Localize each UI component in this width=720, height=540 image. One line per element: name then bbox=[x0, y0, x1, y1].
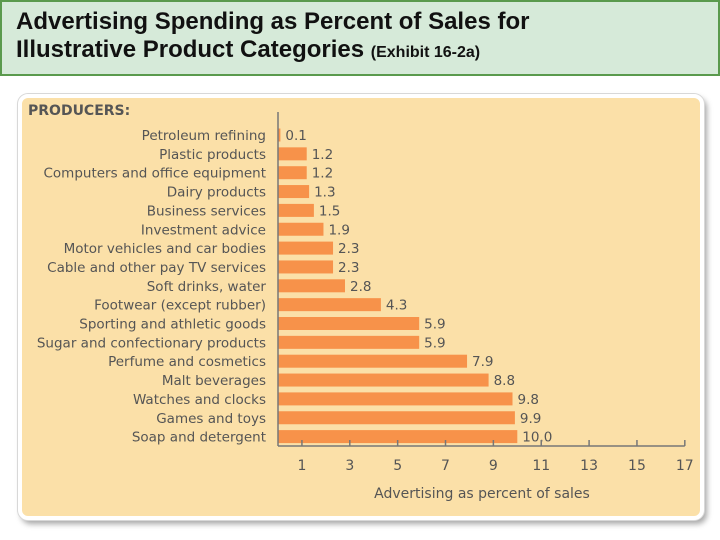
value-label: 4.3 bbox=[386, 298, 407, 314]
category-label: Plastic products bbox=[159, 147, 266, 163]
value-label: 1.5 bbox=[319, 203, 340, 219]
category-label: Investment advice bbox=[141, 222, 266, 238]
category-label: Petroleum refining bbox=[142, 128, 266, 144]
category-label: Soft drinks, water bbox=[147, 279, 267, 295]
exhibit-label: (Exhibit 16-2a) bbox=[370, 44, 481, 61]
value-label: 1.9 bbox=[328, 222, 349, 238]
title-line-2: Illustrative Product Categories bbox=[16, 36, 365, 63]
category-label: Sporting and athletic goods bbox=[79, 317, 266, 333]
bar bbox=[278, 166, 307, 180]
bar bbox=[278, 279, 346, 293]
section-label: PRODUCERS: bbox=[28, 103, 130, 119]
advertising-bar-chart: PRODUCERS: Petroleum refining 0.1 Plastic p… bbox=[28, 103, 694, 502]
category-label: Motor vehicles and car bodies bbox=[64, 241, 266, 257]
category-label: Perfume and cosmetics bbox=[108, 354, 266, 370]
category-label: Games and toys bbox=[156, 411, 266, 427]
value-label: 8.8 bbox=[494, 373, 515, 389]
category-label: Dairy products bbox=[167, 185, 266, 201]
bar bbox=[278, 335, 420, 349]
value-label: 5.9 bbox=[424, 317, 445, 333]
bar bbox=[278, 298, 381, 312]
bar bbox=[278, 222, 324, 236]
x-tick-label: 15 bbox=[628, 458, 646, 474]
x-tick-label: 7 bbox=[441, 458, 450, 474]
category-label: Footwear (except rubber) bbox=[94, 298, 266, 314]
value-label: 7.9 bbox=[472, 354, 493, 370]
bar bbox=[278, 354, 468, 368]
bar bbox=[278, 411, 515, 425]
value-label: 2.8 bbox=[350, 279, 371, 295]
value-label: 0.1 bbox=[285, 128, 306, 144]
x-tick-label: 1 bbox=[297, 458, 306, 474]
value-label: 5.9 bbox=[424, 335, 445, 351]
x-tick-label: 11 bbox=[532, 458, 550, 474]
bar bbox=[278, 373, 489, 387]
category-label: Computers and office equipment bbox=[43, 166, 266, 182]
category-label: Watches and clocks bbox=[133, 392, 266, 408]
value-label: 1.3 bbox=[314, 185, 335, 201]
x-tick-label: 13 bbox=[580, 458, 598, 474]
bar bbox=[278, 203, 314, 217]
value-label: 2.3 bbox=[338, 241, 359, 257]
value-label: 9.9 bbox=[520, 411, 541, 427]
slide-title: Advertising Spending as Percent of Sales… bbox=[16, 8, 529, 67]
bar bbox=[278, 147, 307, 161]
x-axis-title: Advertising as percent of sales bbox=[374, 486, 590, 502]
value-label: 9.8 bbox=[518, 392, 539, 408]
category-label: Malt beverages bbox=[162, 373, 266, 389]
bar bbox=[278, 392, 513, 406]
bar bbox=[278, 241, 334, 255]
chart-card: PRODUCERS: Petroleum refining 0.1 Plastic p… bbox=[18, 94, 704, 520]
bar bbox=[278, 430, 518, 444]
category-label: Sugar and confectionary products bbox=[37, 335, 266, 351]
value-label: 2.3 bbox=[338, 260, 359, 276]
value-label: 1.2 bbox=[312, 147, 333, 163]
slide-header: Advertising Spending as Percent of Sales… bbox=[0, 0, 720, 76]
x-tick-label: 17 bbox=[676, 458, 694, 474]
category-label: Soap and detergent bbox=[132, 430, 266, 446]
x-tick-label: 5 bbox=[393, 458, 402, 474]
category-label: Business services bbox=[147, 203, 266, 219]
category-label: Cable and other pay TV services bbox=[47, 260, 266, 276]
value-label: 1.2 bbox=[312, 166, 333, 182]
x-tick-label: 3 bbox=[345, 458, 354, 474]
bar bbox=[278, 317, 420, 330]
x-tick-label: 9 bbox=[489, 458, 498, 474]
value-label: 10.0 bbox=[522, 430, 552, 446]
title-line-1: Advertising Spending as Percent of Sales… bbox=[16, 8, 530, 35]
bar bbox=[278, 260, 334, 274]
bar bbox=[278, 128, 281, 142]
bar bbox=[278, 185, 310, 199]
